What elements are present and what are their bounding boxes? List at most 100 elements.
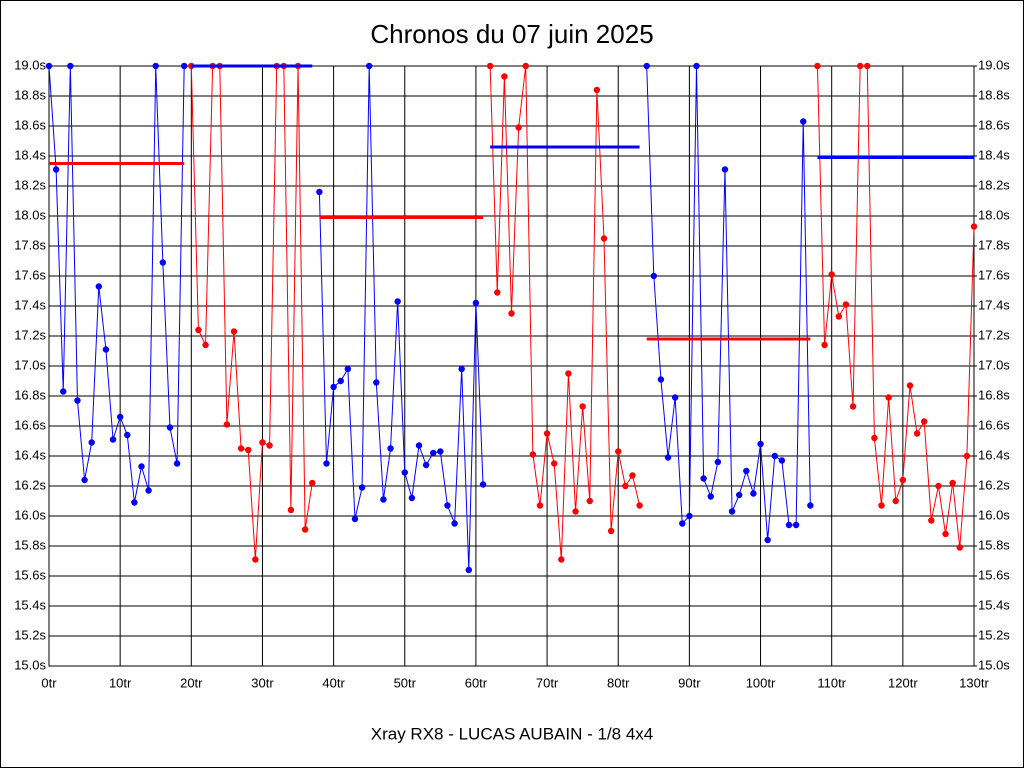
lap-point	[266, 442, 273, 449]
lap-point	[116, 413, 124, 421]
lap-point	[536, 502, 544, 509]
y2-tick-label: 16.4s	[978, 447, 1010, 462]
y2-tick-label: 18.2s	[978, 177, 1010, 192]
y-tick-label: 16.2s	[14, 477, 46, 492]
lap-point	[430, 449, 437, 457]
y2-tick-label: 17.6s	[978, 267, 1010, 282]
lap-point	[159, 259, 167, 266]
lap-point	[878, 502, 885, 509]
lap-point	[728, 508, 736, 515]
lap-point	[223, 421, 231, 428]
lap-point	[657, 376, 665, 383]
lap-point	[814, 62, 821, 70]
x-tick-label: 50tr	[394, 675, 417, 690]
lap-point	[864, 62, 871, 70]
y2-tick-label: 15.0s	[978, 657, 1010, 672]
y-tick-label: 18.2s	[14, 177, 46, 192]
lap-point	[849, 403, 857, 410]
y2-tick-label: 15.4s	[978, 597, 1010, 612]
lap-point	[60, 388, 67, 395]
lap-point	[515, 124, 522, 131]
lap-point	[501, 73, 508, 80]
lap-point	[351, 515, 359, 523]
lap-point	[237, 445, 245, 452]
lap-point	[401, 469, 408, 476]
lap-point	[550, 460, 558, 467]
y2-tick-label: 17.4s	[978, 297, 1010, 312]
lap-point	[935, 482, 942, 490]
y2-tick-label: 18.0s	[978, 207, 1010, 222]
x-tick-label: 90tr	[678, 675, 701, 690]
lap-point	[743, 467, 750, 475]
lap-point	[821, 341, 828, 349]
lap-point	[131, 499, 138, 506]
y-tick-label: 19.0s	[14, 57, 46, 72]
lap-point	[444, 502, 451, 509]
y2-tick-label: 15.6s	[978, 567, 1010, 582]
lap-point	[856, 62, 864, 70]
lap-point	[337, 377, 344, 385]
lap-point	[828, 271, 835, 278]
lap-point	[963, 452, 971, 460]
lap-point	[885, 394, 892, 401]
y-tick-label: 15.0s	[14, 657, 46, 672]
y2-tick-label: 17.0s	[978, 357, 1010, 372]
lap-point	[81, 476, 88, 484]
y2-tick-label: 15.8s	[978, 537, 1010, 552]
lap-point	[543, 430, 551, 437]
y-tick-label: 18.6s	[14, 117, 46, 132]
y-tick-label: 18.4s	[14, 147, 46, 162]
lap-point	[785, 521, 793, 529]
lap-point	[451, 520, 458, 527]
lap-point	[138, 463, 145, 470]
lap-point	[721, 166, 729, 173]
lap-point	[95, 283, 103, 290]
lap-point	[700, 475, 707, 482]
lap-point	[565, 370, 572, 377]
lap-point	[245, 446, 252, 454]
lap-point	[928, 517, 935, 524]
lap-point	[109, 436, 117, 443]
lap-point	[486, 62, 494, 70]
lap-point	[479, 481, 487, 488]
chart-title: Chronos du 07 juin 2025	[370, 19, 653, 49]
y-tick-label: 17.2s	[14, 327, 46, 342]
x-tick-label: 100tr	[746, 675, 776, 690]
lap-point	[942, 530, 949, 538]
y-tick-label: 16.0s	[14, 507, 46, 522]
x-tick-label: 40tr	[322, 675, 345, 690]
lap-point	[152, 62, 159, 70]
lap-point	[472, 299, 480, 307]
lap-point	[650, 272, 658, 280]
lap-point	[195, 326, 202, 334]
lap-point	[792, 521, 800, 529]
lap-point	[949, 479, 956, 487]
lap-point	[686, 512, 693, 520]
y-tick-label: 15.6s	[14, 567, 46, 582]
lap-point	[394, 298, 401, 305]
lap-point	[380, 496, 387, 503]
lap-point	[508, 310, 515, 317]
lap-point	[344, 365, 352, 373]
lap-point	[323, 460, 330, 467]
x-tick-label: 110tr	[817, 675, 846, 690]
lap-point	[615, 448, 622, 455]
lap-point	[529, 451, 537, 458]
x-tick-label: 60tr	[465, 675, 488, 690]
x-tick-label: 0tr	[41, 675, 57, 690]
lap-point	[387, 445, 394, 452]
y-tick-label: 16.4s	[14, 447, 46, 462]
lap-point	[52, 166, 60, 173]
lap-point	[259, 439, 266, 446]
lap-point	[522, 62, 529, 70]
y-tick-label: 17.6s	[14, 267, 46, 282]
y-tick-label: 18.8s	[14, 87, 46, 102]
lap-point	[643, 62, 650, 70]
lap-point	[173, 460, 181, 467]
y2-tick-label: 18.4s	[978, 147, 1010, 162]
lap-point	[373, 379, 380, 386]
y-tick-label: 16.8s	[14, 387, 46, 402]
y2-tick-label: 17.2s	[978, 327, 1010, 342]
